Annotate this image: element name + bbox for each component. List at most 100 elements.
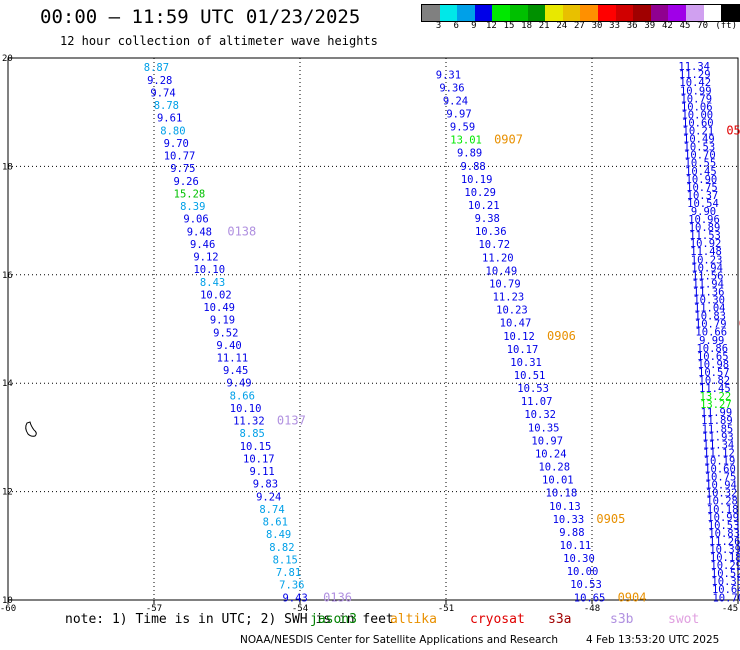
wave-height-value: 9.99 <box>699 335 724 347</box>
satellite-cryosat: cryosat <box>470 612 525 627</box>
wave-height-value: 10.47 <box>500 318 532 330</box>
wave-height-value: 8.66 <box>230 390 255 402</box>
legend-swatch <box>439 5 458 21</box>
wave-height-value: 8.39 <box>180 201 205 213</box>
map-grid <box>8 58 738 600</box>
wave-height-value: 11.48 <box>690 246 722 258</box>
wave-height-value: 8.74 <box>259 504 284 516</box>
wave-height-value: 10.10 <box>193 264 225 276</box>
wave-height-value: 9.19 <box>210 315 235 327</box>
wave-height-value: 9.49 <box>226 378 251 390</box>
map-border <box>7 57 739 601</box>
wave-height-value: 9.46 <box>190 239 215 251</box>
legend-swatch <box>650 5 669 21</box>
wave-height-value: 9.48 <box>187 226 212 238</box>
wave-height-value: 10.28 <box>706 496 738 508</box>
legend-swatch <box>527 5 546 21</box>
wave-height-value: 10.17 <box>507 344 539 356</box>
wave-height-value: 10.42 <box>679 77 711 89</box>
wave-height-value: 13.27 <box>700 399 732 411</box>
wave-height-value: 9.45 <box>223 365 248 377</box>
legend-label: 9 <box>471 21 477 31</box>
legend-swatch <box>597 5 616 21</box>
wave-height-value: 9.31 <box>436 69 461 81</box>
satellite-s3a: s3a <box>548 612 572 627</box>
legend-label: 21 <box>538 21 550 31</box>
wave-height-value: 10.92 <box>690 238 722 250</box>
wave-height-value: 10.18 <box>546 488 578 500</box>
wave-height-value: 10.23 <box>691 254 723 266</box>
wave-height-value: 9.38 <box>475 213 500 225</box>
track-0137: 0137 <box>277 414 306 428</box>
footer-credit: NOAA/NESDIS Center for Satellite Applica… <box>240 634 558 646</box>
wave-height-value: 10.99 <box>680 85 712 97</box>
wave-height-value: 7.81 <box>276 567 301 579</box>
wave-height-value: 11.04 <box>694 303 726 315</box>
wave-height-value: 10.79 <box>680 93 712 105</box>
wave-height-value: 7.36 <box>279 580 304 592</box>
wave-height-value: 10.53 <box>570 579 602 591</box>
wave-height-value: 10.98 <box>697 359 729 371</box>
wave-height-value: 8.43 <box>200 277 225 289</box>
wave-height-value: 10.75 <box>705 472 737 484</box>
wave-height-value: 10.02 <box>200 289 232 301</box>
wave-height-value: 11.07 <box>521 396 553 408</box>
wave-height-value: 10.79 <box>489 278 521 290</box>
wave-height-value: 9.24 <box>443 95 468 107</box>
track-0905: 0905 <box>596 512 625 526</box>
wave-height-value: 10.12 <box>503 331 535 343</box>
legend-swatch <box>580 5 598 21</box>
wave-height-value: 8.80 <box>160 125 185 137</box>
wave-height-value: 11.26 <box>709 536 740 548</box>
lat-tick-label: 16 <box>2 271 13 281</box>
wave-height-value: 10.60 <box>704 464 736 476</box>
track-time-label: 0138 <box>227 224 256 238</box>
legend-swatch <box>703 5 722 21</box>
lat-tick-label: 18 <box>2 162 13 172</box>
wave-height-value: 10.54 <box>687 198 719 210</box>
track-time-label: 0136 <box>323 590 352 604</box>
wave-height-value: 9.83 <box>253 479 278 491</box>
wave-height-value: 10.60 <box>682 117 714 129</box>
wave-height-value: 11.53 <box>689 230 721 242</box>
wave-height-value: 8.49 <box>266 529 291 541</box>
color-legend <box>421 4 740 22</box>
lon-tick-label: -51 <box>438 604 454 614</box>
wave-height-value: 10.65 <box>574 592 606 604</box>
legend-label: 27 <box>573 21 585 31</box>
footer-timestamp: 4 Feb 13:53:20 UTC 2025 <box>586 634 720 646</box>
wave-height-value: 10.70 <box>712 592 740 604</box>
wave-height-value: 10.72 <box>478 239 510 251</box>
wave-height-value: 8.82 <box>269 542 294 554</box>
wave-height-value: 10.31 <box>510 357 542 369</box>
wave-height-value: 10.51 <box>514 370 546 382</box>
page-subtitle: 12 hour collection of altimeter wave hei… <box>60 34 378 48</box>
wave-height-value: 11.32 <box>233 416 265 428</box>
track-0138: 8.879.289.748.789.618.809.7010.779.759.2… <box>144 62 308 604</box>
wave-height-value: 10.79 <box>695 319 727 331</box>
track-time-label: 0904 <box>618 590 647 604</box>
wave-height-value: 9.52 <box>213 327 238 339</box>
lat-tick-label: 14 <box>2 379 13 389</box>
wave-height-value: 10.39 <box>709 544 740 556</box>
satellite-s3b: s3b <box>610 612 634 627</box>
wave-height-value: 10.18 <box>710 552 740 564</box>
legend-label: 70 <box>697 21 709 31</box>
legend-swatch <box>562 5 581 21</box>
wave-height-value: 9.88 <box>460 161 485 173</box>
legend-label: 24 <box>556 21 568 31</box>
legend-swatch <box>633 5 651 21</box>
legend-label: 39 <box>644 21 656 31</box>
wave-height-value: 10.89 <box>689 222 721 234</box>
wave-height-value: 10.11 <box>560 540 592 552</box>
wave-height-value: 11.23 <box>493 292 525 304</box>
legend-label: 6 <box>453 21 459 31</box>
legend-swatch <box>615 5 634 21</box>
track-050: 050 <box>739 317 740 331</box>
wave-height-value: 10.82 <box>699 375 731 387</box>
lat-tick-label: 12 <box>2 488 13 498</box>
lon-tick-label: -60 <box>0 604 16 614</box>
wave-height-value: 11.36 <box>693 286 725 298</box>
legend-swatch <box>492 5 510 21</box>
wave-height-value: 9.24 <box>256 491 281 503</box>
